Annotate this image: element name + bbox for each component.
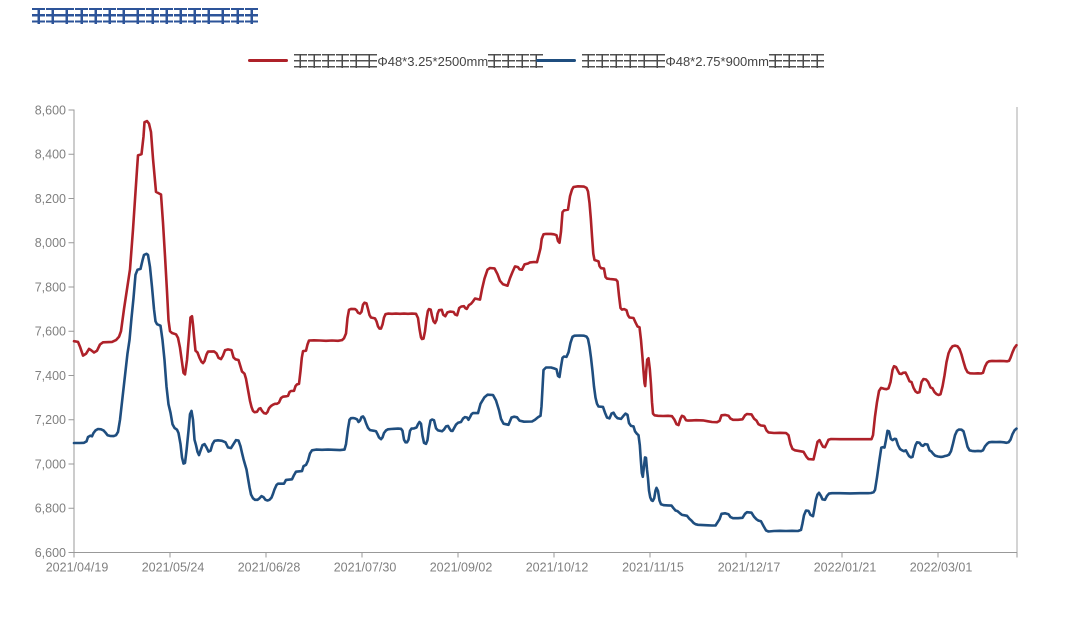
svg-text:7,200: 7,200 xyxy=(35,413,66,427)
svg-text:2021/11/15: 2021/11/15 xyxy=(622,561,684,575)
svg-text:7,600: 7,600 xyxy=(35,325,66,339)
svg-text:2021/04/19: 2021/04/19 xyxy=(46,561,109,575)
svg-text:8,000: 8,000 xyxy=(35,236,66,250)
svg-text:7,000: 7,000 xyxy=(35,457,66,471)
svg-text:2022/03/01: 2022/03/01 xyxy=(910,561,973,575)
svg-text:2021/09/02: 2021/09/02 xyxy=(430,561,493,575)
svg-text:2021/06/28: 2021/06/28 xyxy=(238,561,301,575)
svg-text:7,800: 7,800 xyxy=(35,280,66,294)
svg-text:2021/10/12: 2021/10/12 xyxy=(526,561,589,575)
svg-text:2022/01/21: 2022/01/21 xyxy=(814,561,877,575)
svg-text:2021/12/17: 2021/12/17 xyxy=(718,561,781,575)
svg-text:7,400: 7,400 xyxy=(35,369,66,383)
svg-text:8,600: 8,600 xyxy=(35,103,66,117)
svg-text:8,400: 8,400 xyxy=(35,148,66,162)
svg-text:8,200: 8,200 xyxy=(35,192,66,206)
svg-text:2021/05/24: 2021/05/24 xyxy=(142,561,205,575)
svg-text:2021/07/30: 2021/07/30 xyxy=(334,561,397,575)
svg-text:6,800: 6,800 xyxy=(35,502,66,516)
svg-text:6,600: 6,600 xyxy=(35,546,66,560)
